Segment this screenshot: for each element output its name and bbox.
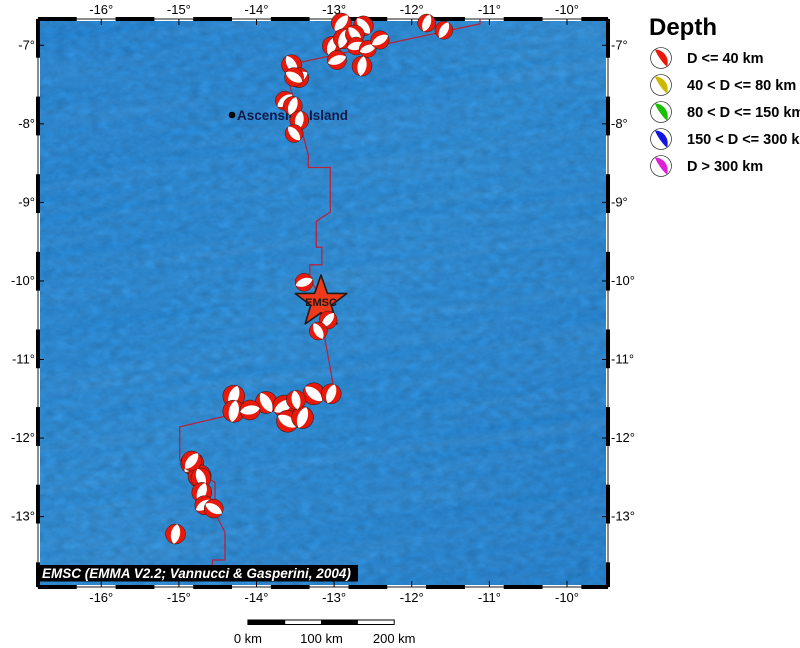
svg-text:EMSC (EMMA V2.2; Vannucci & Ga: EMSC (EMMA V2.2; Vannucci & Gasperini, 2… — [42, 566, 351, 581]
svg-text:-15°: -15° — [167, 2, 191, 17]
svg-text:-9°: -9° — [611, 195, 628, 210]
svg-text:-10°: -10° — [555, 590, 579, 605]
svg-text:-9°: -9° — [18, 195, 35, 210]
svg-text:-7°: -7° — [18, 38, 35, 53]
svg-text:-12°: -12° — [400, 590, 424, 605]
svg-text:-15°: -15° — [167, 590, 191, 605]
svg-text:-8°: -8° — [611, 116, 628, 131]
svg-text:-13°: -13° — [322, 590, 346, 605]
svg-text:-12°: -12° — [611, 430, 635, 445]
svg-text:200 km: 200 km — [373, 631, 416, 646]
svg-text:-12°: -12° — [400, 2, 424, 17]
svg-text:-10°: -10° — [555, 2, 579, 17]
svg-text:-8°: -8° — [18, 116, 35, 131]
svg-text:-16°: -16° — [89, 2, 113, 17]
svg-text:40 < D <= 80 km: 40 < D <= 80 km — [687, 78, 796, 94]
svg-text:-14°: -14° — [245, 590, 269, 605]
svg-text:-7°: -7° — [611, 38, 628, 53]
svg-text:EMSC: EMSC — [305, 297, 337, 309]
svg-text:-11°: -11° — [12, 352, 35, 367]
svg-text:-13°: -13° — [611, 509, 635, 524]
svg-text:-16°: -16° — [89, 590, 113, 605]
svg-text:-12°: -12° — [11, 430, 35, 445]
svg-text:0 km: 0 km — [234, 631, 262, 646]
svg-text:Depth: Depth — [649, 14, 717, 41]
svg-text:-11°: -11° — [478, 2, 501, 17]
svg-text:-14°: -14° — [245, 2, 269, 17]
svg-text:-11°: -11° — [611, 352, 634, 367]
svg-text:D > 300 km: D > 300 km — [687, 159, 763, 175]
svg-text:-10°: -10° — [11, 273, 35, 288]
svg-text:100 km: 100 km — [300, 631, 343, 646]
svg-text:D <= 40 km: D <= 40 km — [687, 51, 764, 67]
svg-text:-10°: -10° — [611, 273, 635, 288]
svg-text:80 < D <= 150 km: 80 < D <= 150 km — [687, 105, 800, 121]
svg-text:-11°: -11° — [478, 590, 501, 605]
svg-text:-13°: -13° — [11, 509, 35, 524]
svg-text:150 < D <= 300 km: 150 < D <= 300 km — [687, 132, 800, 148]
